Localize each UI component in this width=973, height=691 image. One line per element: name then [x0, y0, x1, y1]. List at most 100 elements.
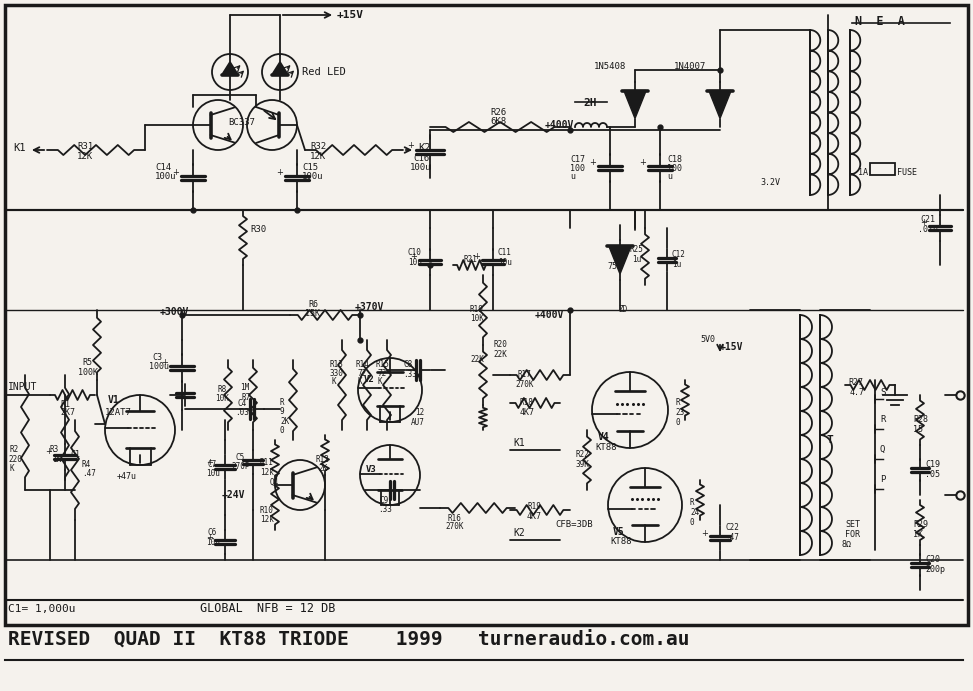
Text: R20: R20: [493, 340, 507, 349]
Text: R: R: [880, 415, 885, 424]
Text: R: R: [675, 398, 679, 407]
Text: R19: R19: [527, 502, 541, 511]
Text: V4: V4: [598, 432, 610, 442]
Text: 4K7: 4K7: [527, 512, 542, 521]
Text: .33: .33: [403, 370, 416, 379]
Text: 15: 15: [913, 425, 923, 434]
Text: 10u: 10u: [206, 538, 220, 547]
Text: 100K: 100K: [78, 368, 98, 377]
Polygon shape: [609, 246, 631, 274]
Text: +: +: [702, 529, 708, 538]
Polygon shape: [708, 91, 731, 118]
Text: 220: 220: [8, 455, 21, 464]
Text: +: +: [45, 447, 52, 456]
Text: +15V: +15V: [720, 342, 743, 352]
Text: 1u: 1u: [632, 255, 641, 264]
Text: C17: C17: [570, 155, 585, 164]
Text: +15V: +15V: [337, 10, 364, 20]
Text: C9: C9: [380, 496, 389, 505]
Text: 12K: 12K: [77, 152, 93, 161]
Text: P: P: [880, 475, 885, 484]
Text: 2H: 2H: [583, 98, 596, 108]
Text: u: u: [570, 172, 575, 181]
Text: R15: R15: [376, 360, 390, 369]
Text: 10K: 10K: [215, 394, 229, 403]
Text: C14: C14: [155, 163, 171, 172]
Text: C8: C8: [403, 360, 413, 369]
Text: 200p: 200p: [925, 565, 945, 574]
Text: AU7: AU7: [411, 418, 425, 427]
Text: R12: R12: [315, 455, 329, 464]
Text: C12: C12: [672, 250, 686, 259]
Text: .01u: .01u: [918, 225, 938, 234]
Text: +: +: [172, 167, 179, 176]
Text: R2: R2: [10, 445, 19, 454]
Text: K2: K2: [418, 143, 430, 153]
Text: R21: R21: [463, 255, 477, 264]
Text: R22: R22: [575, 450, 589, 459]
Text: 72: 72: [378, 369, 387, 378]
Text: Red LED: Red LED: [302, 67, 345, 77]
Text: GLOBAL  NFB = 12 DB: GLOBAL NFB = 12 DB: [200, 602, 336, 615]
Text: .05: .05: [925, 470, 940, 479]
Text: 0: 0: [675, 418, 679, 427]
Text: S: S: [880, 388, 885, 397]
Text: R14: R14: [355, 360, 369, 369]
Text: R10: R10: [260, 506, 273, 515]
Text: R11: R11: [260, 458, 273, 467]
Text: 12k: 12k: [260, 515, 273, 524]
Text: R8: R8: [218, 385, 228, 394]
Text: 72: 72: [357, 369, 366, 378]
Text: +47u: +47u: [117, 472, 137, 481]
Text: C22: C22: [725, 523, 739, 532]
Text: +400V: +400V: [545, 120, 574, 130]
Text: K: K: [10, 464, 15, 473]
Text: ZD: ZD: [618, 305, 628, 314]
Text: FOR: FOR: [845, 530, 860, 539]
Text: 12K: 12K: [310, 152, 326, 161]
Text: C18: C18: [667, 155, 682, 164]
Text: R30: R30: [250, 225, 267, 234]
Text: C11: C11: [498, 248, 512, 257]
Text: C16: C16: [413, 154, 429, 163]
Text: R31: R31: [77, 142, 93, 151]
Text: +: +: [206, 457, 213, 466]
Text: K2: K2: [513, 528, 524, 538]
Text: 10K: 10K: [470, 314, 484, 323]
Text: 270K: 270K: [445, 522, 463, 531]
Text: 10u: 10u: [408, 258, 422, 267]
Text: V5: V5: [613, 527, 625, 537]
Text: +: +: [162, 357, 168, 366]
Text: R16: R16: [448, 514, 462, 523]
Text: R3: R3: [50, 445, 59, 454]
Bar: [5, 5, 968, 625]
Text: C20: C20: [925, 555, 940, 564]
Text: 330: 330: [330, 369, 343, 378]
Text: 23: 23: [675, 408, 684, 417]
Text: 12k: 12k: [260, 468, 273, 477]
Text: R4: R4: [82, 460, 91, 469]
Text: 12AT7: 12AT7: [105, 408, 132, 417]
Text: .33: .33: [378, 505, 392, 514]
Text: 100u: 100u: [149, 362, 169, 371]
Text: R6: R6: [308, 300, 318, 309]
Text: +400V: +400V: [535, 310, 564, 320]
Text: K1: K1: [13, 143, 25, 153]
Text: T: T: [827, 435, 834, 445]
Text: +370V: +370V: [355, 302, 384, 312]
Text: R27: R27: [848, 378, 863, 387]
Text: 100: 100: [570, 164, 585, 173]
Text: R18: R18: [520, 398, 534, 407]
Text: 1K: 1K: [913, 530, 923, 539]
Text: R25: R25: [630, 245, 644, 254]
Text: 270K: 270K: [515, 380, 533, 389]
Text: 100u: 100u: [155, 172, 176, 181]
Text: +: +: [276, 167, 283, 176]
Text: R28: R28: [913, 415, 928, 424]
Text: K: K: [378, 377, 382, 386]
Text: 0: 0: [280, 426, 285, 435]
Text: C3: C3: [152, 353, 162, 362]
Text: 4.7: 4.7: [850, 388, 865, 397]
Text: K: K: [358, 377, 363, 386]
Text: 12: 12: [415, 408, 424, 417]
